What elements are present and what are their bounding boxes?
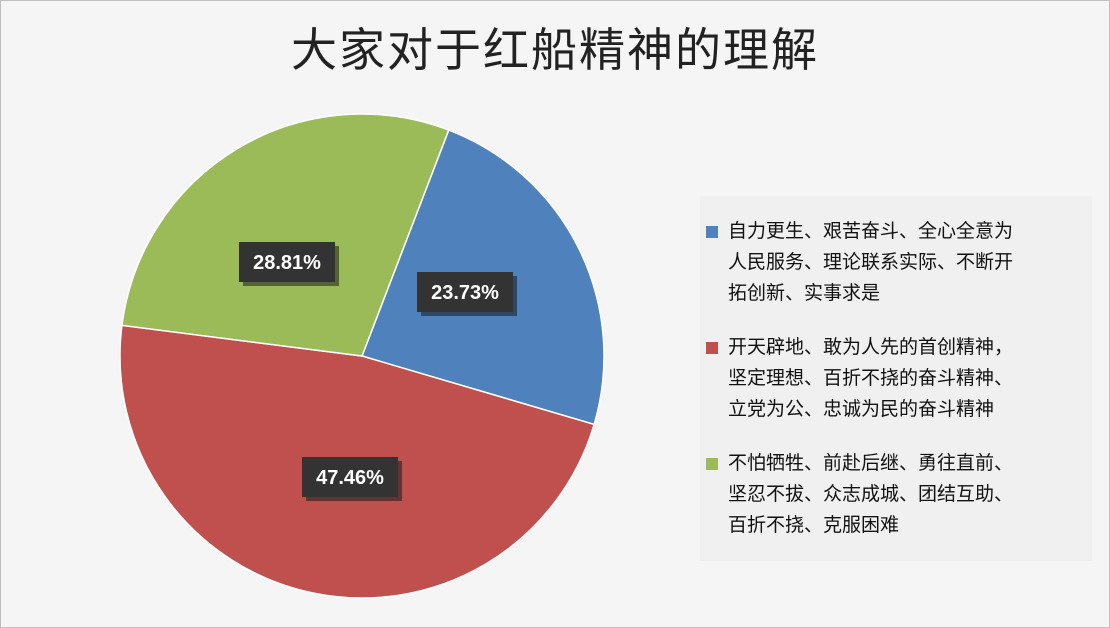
data-label-2: 28.81% (239, 242, 339, 286)
data-label-1: 47.46% (302, 457, 402, 501)
data-label-0: 23.73% (417, 272, 517, 316)
legend-label-2: 不怕牺牲、前赴后继、勇往直前、 坚忍不拔、众志成城、团结互助、 百折不挠、克服困… (728, 452, 1014, 536)
legend-label-0: 自力更生、艰苦奋斗、全心全意为 人民服务、理论联系实际、不断开 拓创新、实事求是 (728, 220, 1014, 304)
data-label-text-2: 28.81% (253, 252, 321, 274)
data-label-text-0: 23.73% (431, 282, 499, 304)
legend-swatch-2 (706, 458, 718, 470)
legend-label-1: 开天辟地、敢为人先的首创精神， 坚定理想、百折不挠的奋斗精神、 立党为公、忠诚为… (728, 336, 1014, 420)
legend-swatch-1 (706, 342, 718, 354)
data-label-text-1: 47.46% (316, 467, 384, 489)
chart-title: 大家对于红船精神的理解 (291, 23, 819, 77)
legend-swatch-0 (706, 226, 718, 238)
legend: 自力更生、艰苦奋斗、全心全意为 人民服务、理论联系实际、不断开 拓创新、实事求是… (700, 196, 1092, 561)
pie-slice-2 (121, 113, 450, 357)
